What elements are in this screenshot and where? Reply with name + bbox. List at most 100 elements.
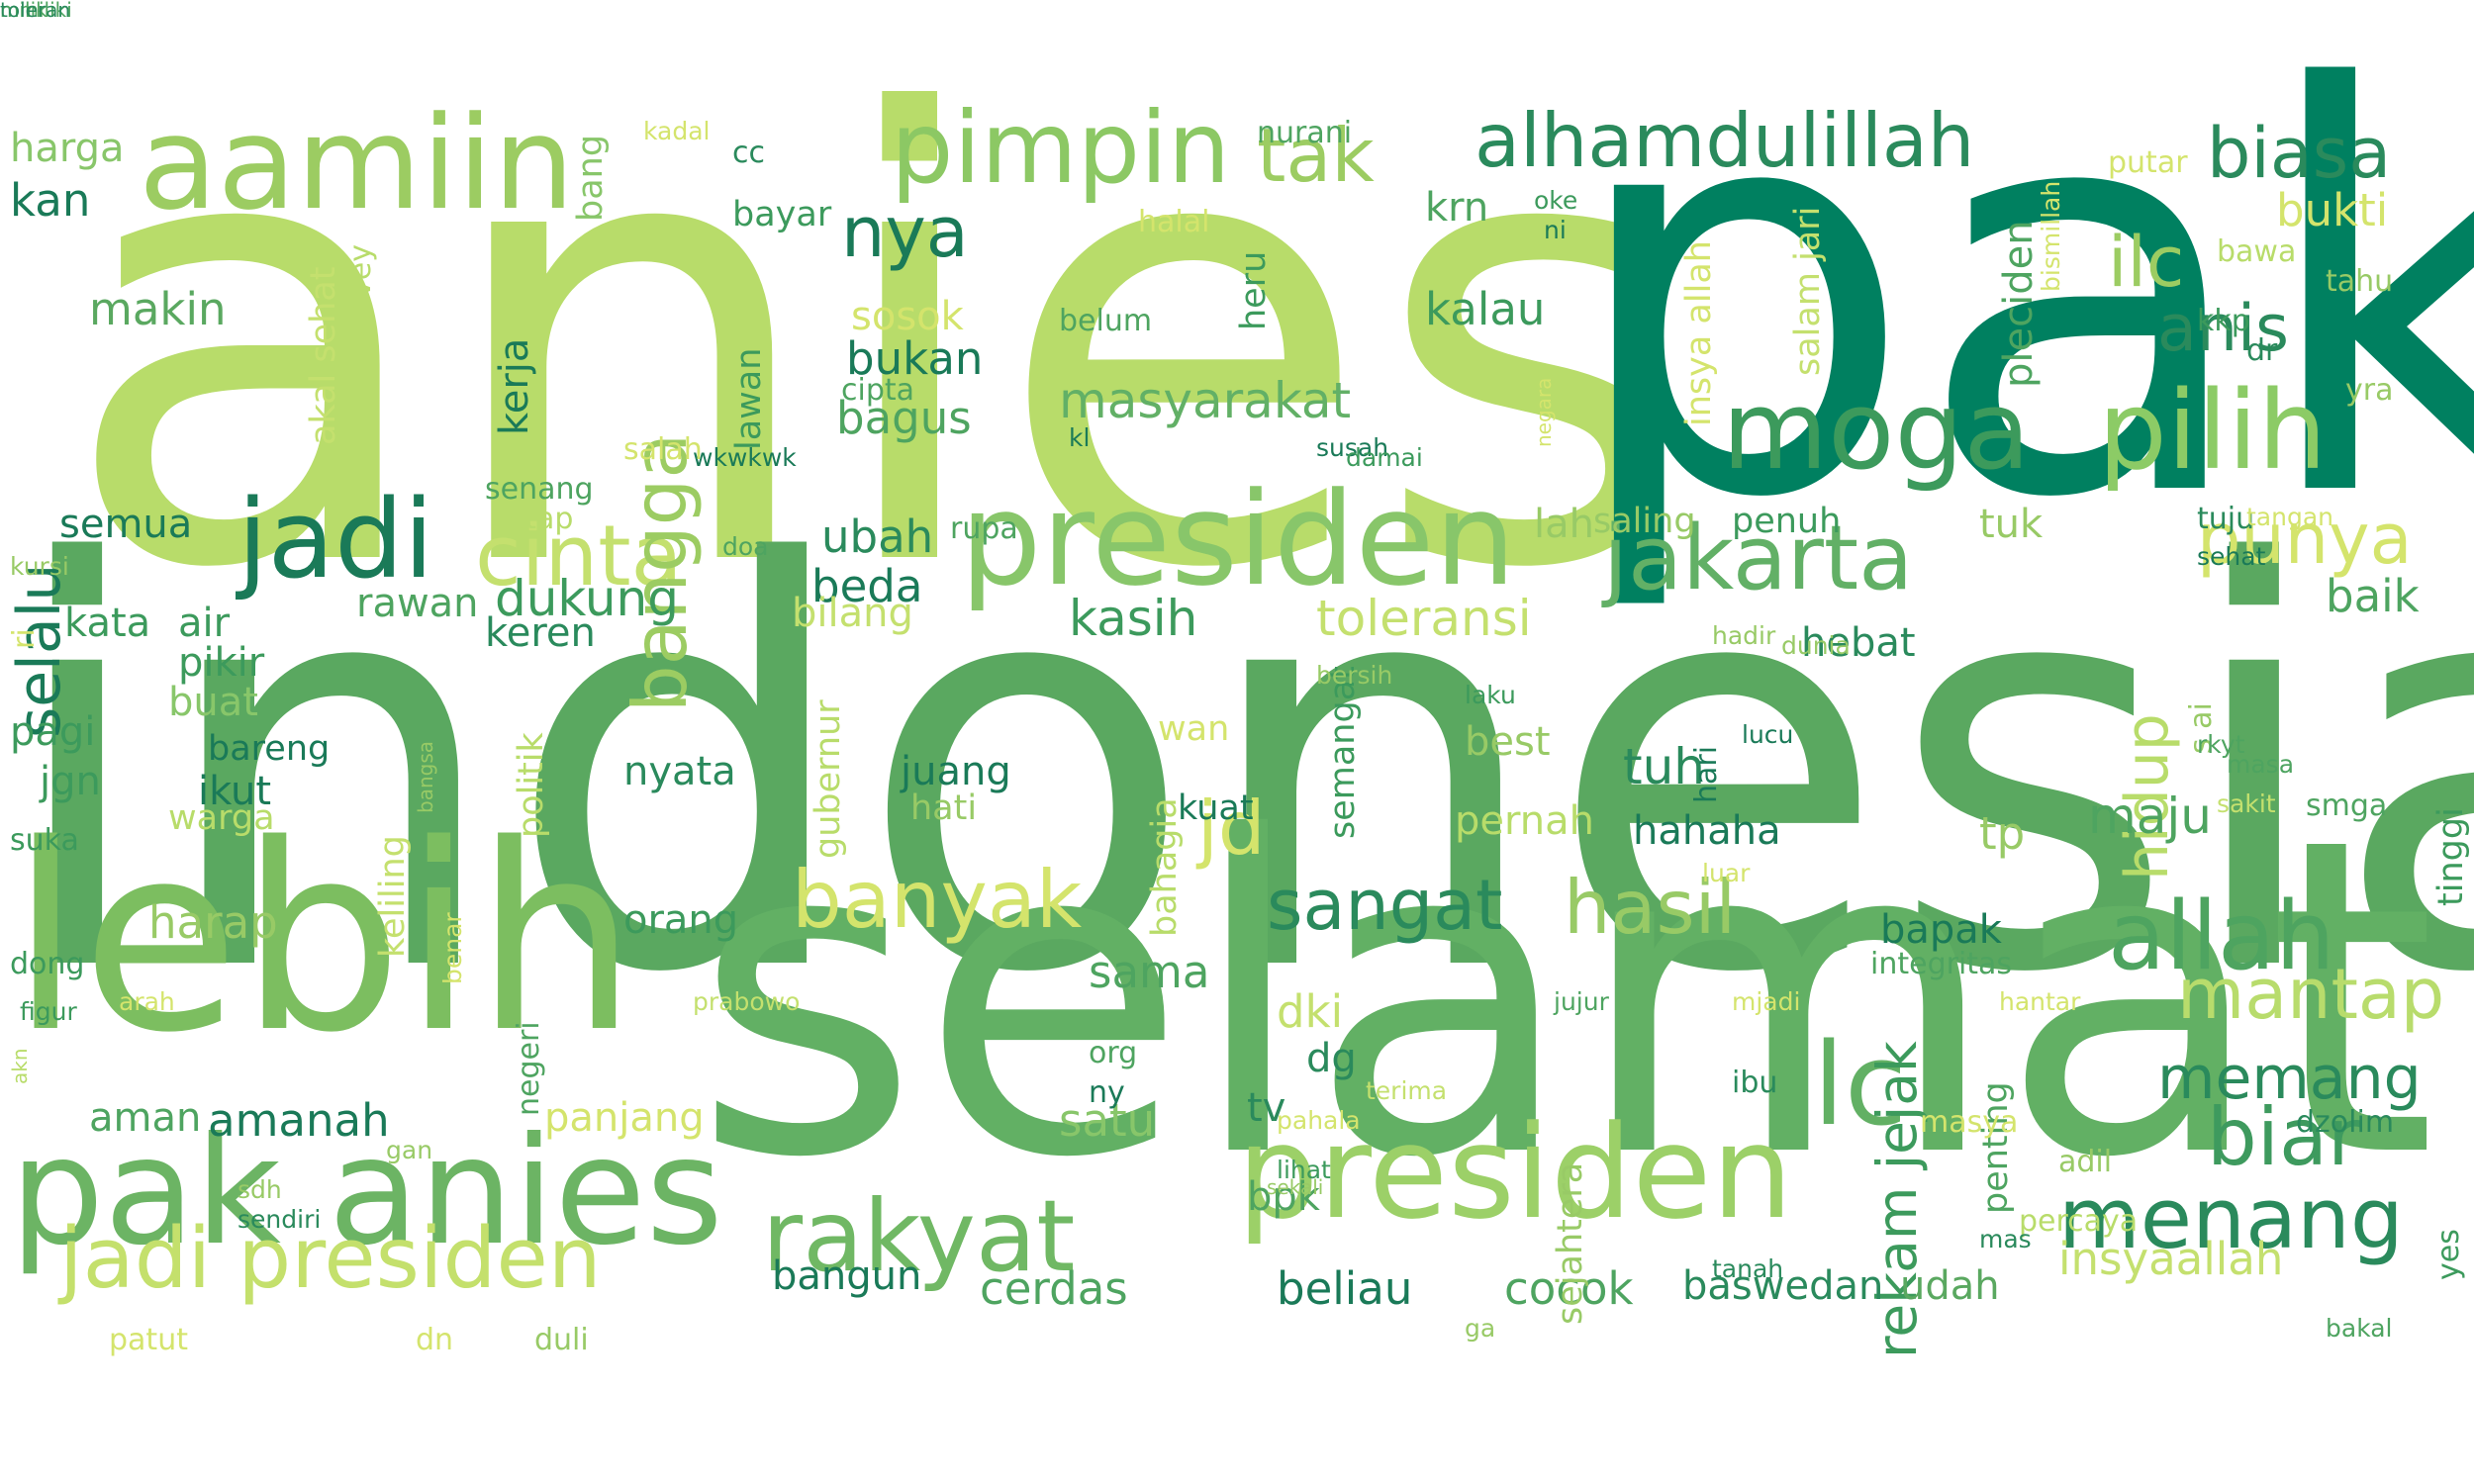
word: aamiin [139,88,575,238]
word: arah [119,987,175,1016]
word: panjang [544,1095,705,1141]
word: insya allah [1679,240,1719,426]
word: mantap [2177,954,2445,1035]
word: negeri [512,1021,546,1116]
word: best [1465,719,1551,765]
word: penuh [1732,502,1842,541]
word: ilc [2108,222,2185,303]
word: bangun [772,1253,922,1299]
word: damai [1346,443,1423,472]
word: yra [2345,373,2394,408]
word: percaya [2019,1204,2139,1239]
word: tp [1979,807,2026,860]
word: bayar [732,195,832,234]
word: senang [485,472,594,507]
word: tangan [2246,503,2334,531]
word: keren [485,610,596,656]
word: wkwkwk [693,443,797,472]
word: rakyat [762,1178,1076,1294]
word: pernah [1455,798,1594,844]
word: hantar [1999,987,2081,1016]
word: aman [89,1095,202,1141]
word: bilang [792,591,913,636]
word: bpk [1247,1174,1320,1220]
word: rekam jejak [1865,1041,1929,1358]
word: amanah [208,1094,390,1147]
word: hasil [1564,864,1737,951]
word: sdh [238,1175,282,1204]
word: cocok [1504,1262,1634,1315]
word: cerdas [980,1262,1128,1315]
word: buat [168,680,258,725]
word: tak [1257,112,1375,199]
word: milik [0,0,48,22]
word: harga [10,126,125,171]
word: duli [534,1323,589,1357]
word: masya [1920,1105,2019,1140]
word: sekali [1267,1175,1324,1199]
word: masa [2227,750,2295,779]
word: kata [64,601,151,646]
word: sama [1089,946,1210,998]
word: biasa [2207,113,2392,194]
word: semua [59,502,193,547]
word: insyaallah [2058,1233,2284,1285]
word: bapak [1880,907,2002,953]
word: kadal [643,117,711,145]
word: kl [1069,423,1091,452]
word: beda [811,560,923,612]
word: keliling [373,835,413,958]
word: presiden [1237,1097,1793,1248]
word: patut [109,1323,188,1357]
word: pahala [1277,1106,1361,1135]
word: politik [512,732,551,838]
word: tv [1247,1085,1286,1131]
word: lebih [10,790,638,1089]
word: lucu [1742,720,1794,749]
word: banyak [792,854,1083,946]
word: sejahtera [1551,1161,1590,1325]
word: suka [10,823,79,858]
word: luar [1702,859,1751,887]
word: pak [1564,0,2474,619]
word: putar [2108,145,2188,180]
word: dong [10,947,85,981]
word: terima [1366,1076,1448,1105]
word: juang [901,749,1011,794]
word: ibu [1732,1066,1778,1100]
word: menang [2058,1170,2404,1268]
word: kalau [1425,283,1546,335]
word: heru [1234,250,1274,330]
word: smga [2306,788,2388,823]
word: moga [1722,367,2031,494]
word: lihat [1277,1156,1331,1184]
word: tinggi [2431,807,2471,906]
word: doa [722,532,769,561]
word: hadir [1712,621,1776,650]
word: negara [1532,377,1556,447]
word: saling [1593,502,1696,541]
word: dukung [495,570,679,627]
word: dki [1277,985,1344,1038]
word: memang [2157,1044,2422,1113]
word: penting [1976,1081,2016,1214]
word: rupa [950,511,1018,546]
word: org [1089,1036,1138,1070]
word: hahaha [1633,808,1781,854]
word: ilc [1781,1019,1908,1152]
word: pimpin [891,90,1231,206]
word: cipta [841,373,915,408]
word: sendiri [238,1205,322,1234]
word: jadi presiden [59,1210,602,1308]
word: ri [7,628,42,649]
word: mjadi [1732,987,1801,1016]
word: lawan [729,347,769,450]
word: biar [2207,1091,2360,1183]
word: tahu [2326,264,2394,299]
word: sosok [851,294,964,339]
word: rawan [356,581,479,626]
word: kan [10,174,91,227]
word: laku [1465,681,1516,709]
word: integritas [1870,947,2013,981]
word: orang [623,897,739,943]
